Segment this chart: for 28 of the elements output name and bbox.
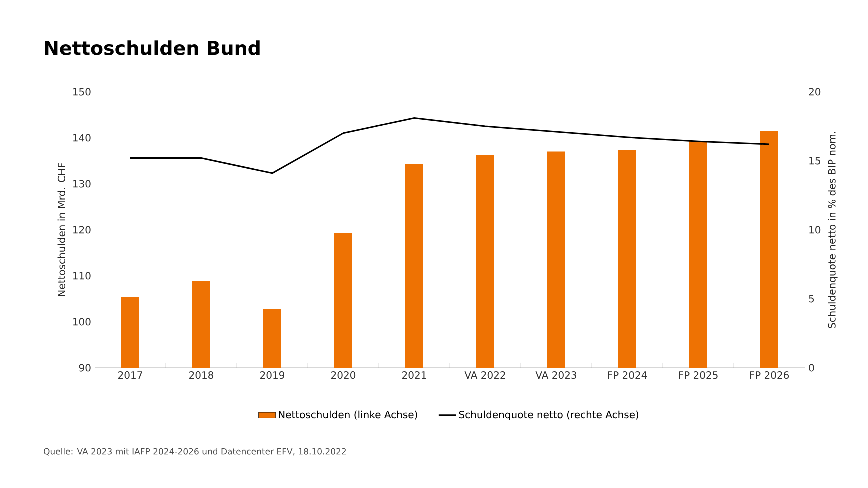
- chart-title: Nettoschulden Bund: [45, 40, 260, 56]
- y2-tick-label: 0: [809, 364, 814, 372]
- y-tick-label: 110: [73, 272, 91, 280]
- source-note: Quelle: VA 2023 mit IAFP 2024-2026 und Datencenter EFV, 18.10.2022: [44, 448, 346, 456]
- x-tick-label: 2019: [260, 372, 285, 380]
- legend-label: Nettoschulden (linke Achse): [279, 410, 418, 420]
- y2-tick-label: 10: [810, 226, 821, 234]
- x-tick-label: FP 2026: [750, 372, 790, 380]
- y-tick-label: 130: [73, 180, 91, 188]
- x-tick-label: 2018: [190, 372, 214, 380]
- x-tick-label: 2017: [118, 372, 142, 380]
- y2-axis-title: Schuldenquote netto in % des BIP nom.: [828, 132, 838, 328]
- x-tick-label: VA 2022: [464, 372, 506, 380]
- y-axis-title: Nettoschulden in Mrd. CHF: [58, 163, 66, 296]
- legend-label: Schuldenquote netto (rechte Achse): [459, 410, 639, 421]
- x-tick-label: 2020: [332, 372, 356, 380]
- x-tick-label: FP 2025: [679, 372, 718, 380]
- y-tick-label: 100: [73, 318, 91, 326]
- y2-tick-label: 5: [809, 295, 814, 303]
- y2-tick-label: 20: [809, 88, 821, 96]
- y-tick-label: 140: [73, 134, 91, 142]
- y-tick-label: 90: [79, 364, 91, 372]
- x-tick-label: FP 2024: [608, 372, 648, 380]
- x-tick-label: VA 2023: [536, 372, 577, 380]
- y-tick-label: 120: [73, 226, 91, 234]
- y2-tick-label: 15: [810, 157, 820, 165]
- x-tick-label: 2021: [402, 372, 426, 380]
- y-tick-label: 150: [73, 88, 91, 96]
